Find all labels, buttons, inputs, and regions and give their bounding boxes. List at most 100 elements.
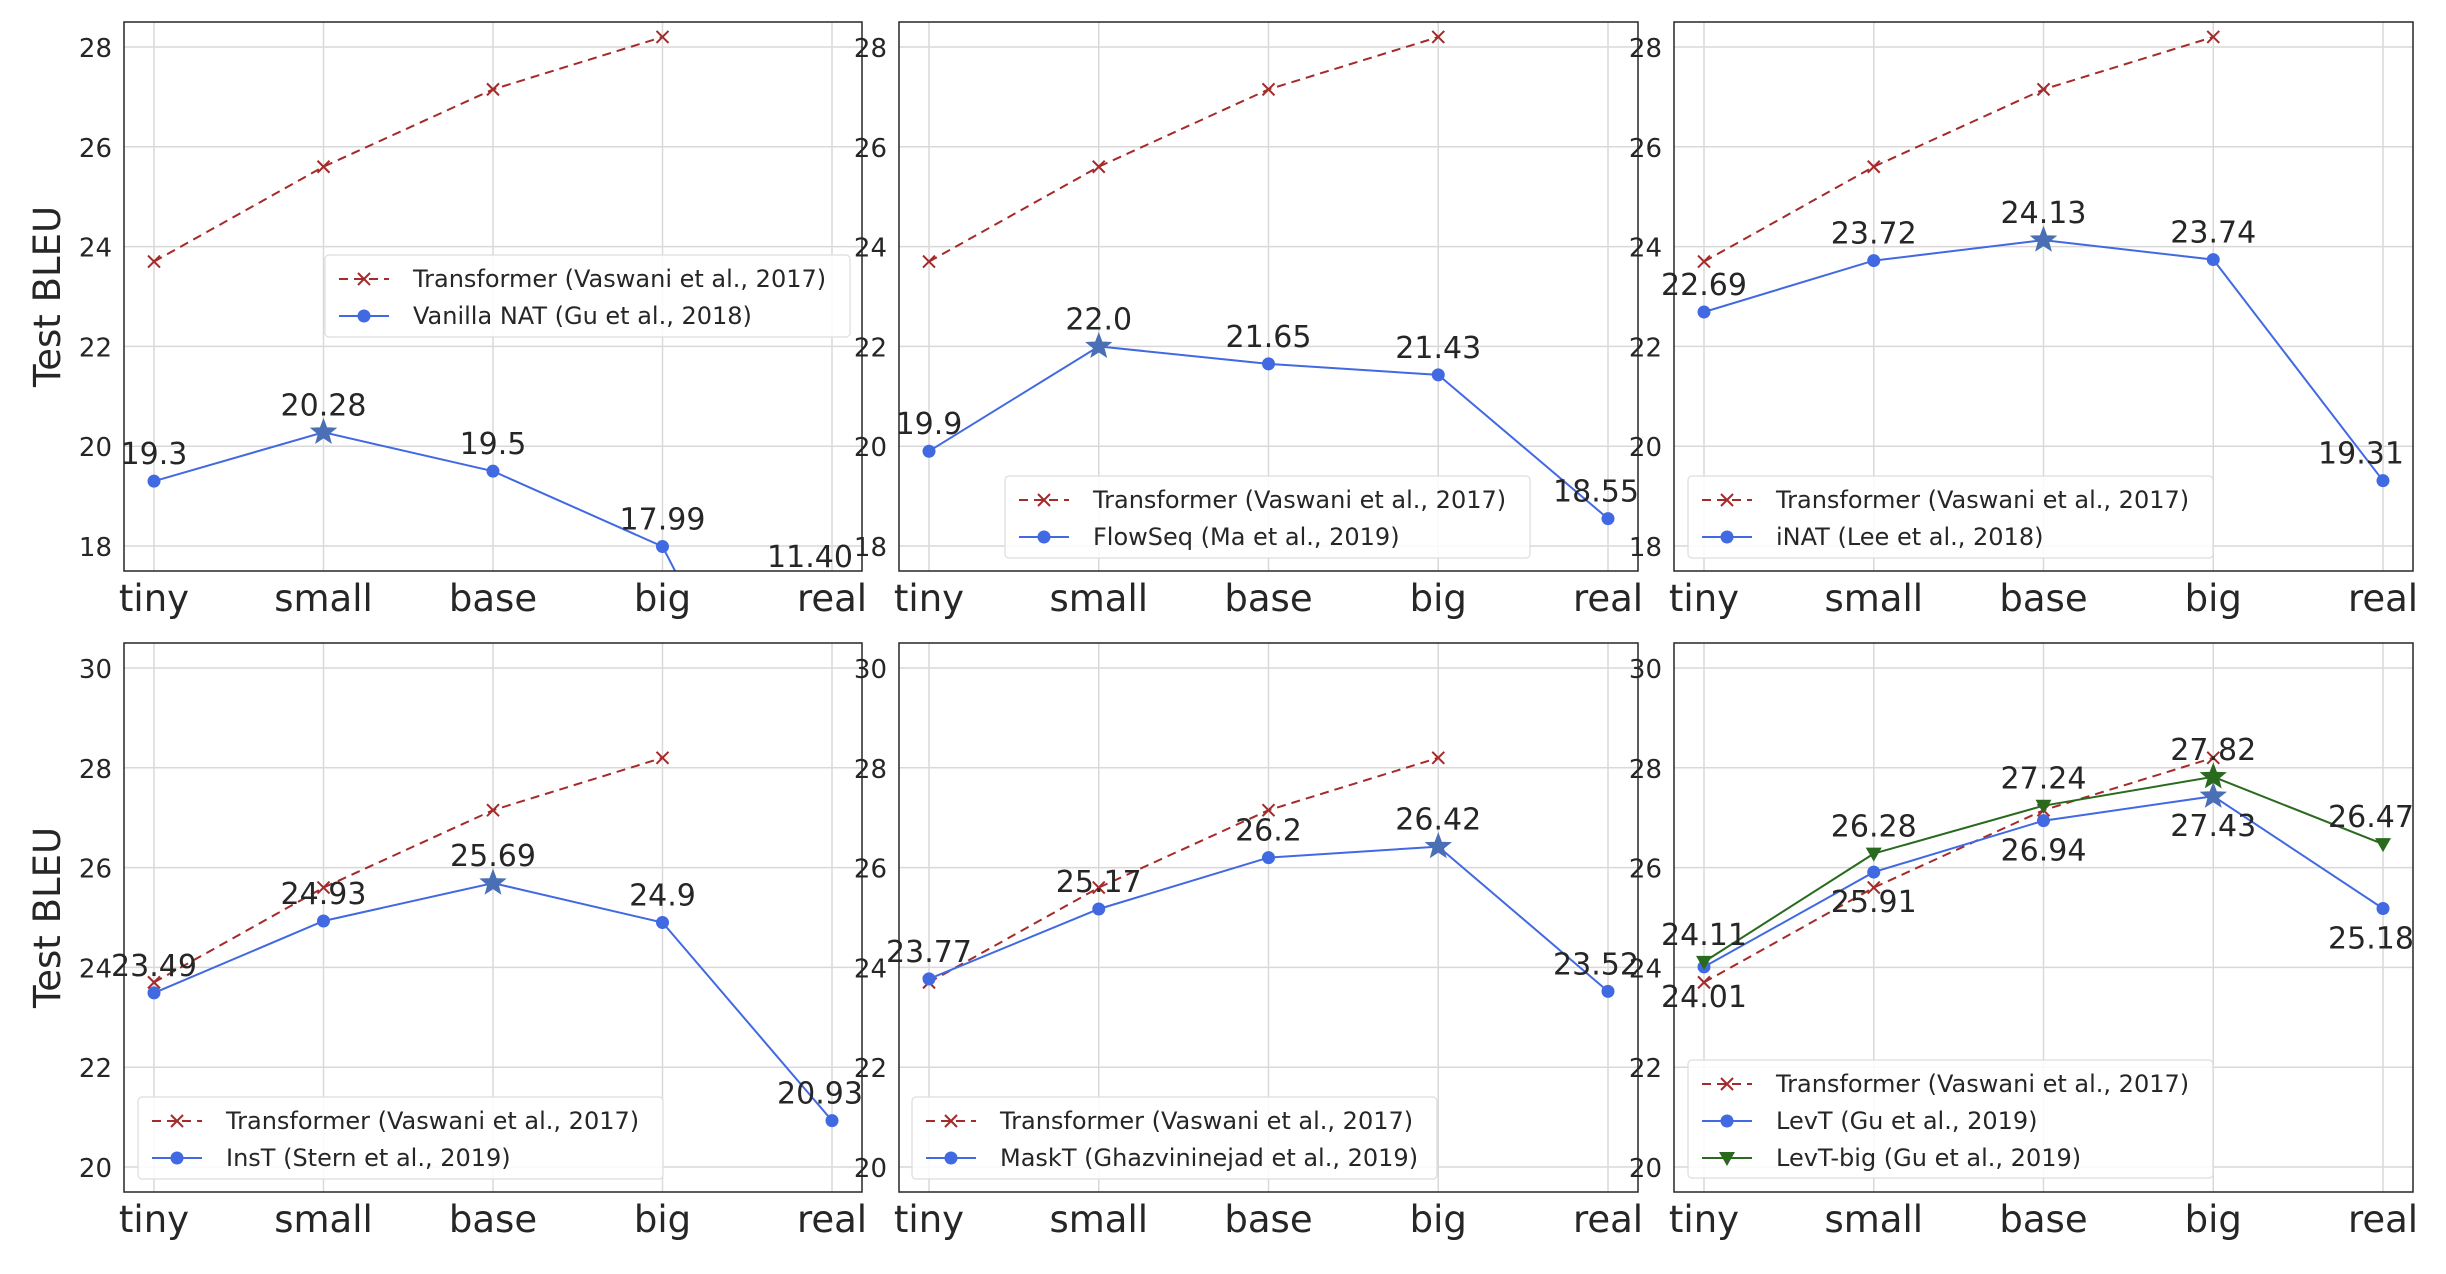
x-marker	[147, 254, 161, 269]
series-line	[928, 36, 1439, 263]
data-label: 19.9	[896, 407, 963, 442]
point-marker	[1697, 305, 1711, 319]
x-tick-label: tiny	[119, 577, 189, 620]
legend-label: MaskT (Ghazvininejad et al., 2019)	[1000, 1144, 1418, 1172]
axes-frame	[123, 642, 863, 1193]
y-tick-label: 22	[79, 1054, 112, 1084]
legend-marker	[1720, 1114, 1734, 1128]
point-marker	[1601, 984, 1615, 998]
point-marker	[825, 1114, 839, 1128]
x-marker	[2206, 751, 2220, 765]
data-label: 25.17	[1056, 865, 1142, 900]
star-marker	[479, 868, 507, 895]
data-label: 22.0	[1065, 302, 1132, 337]
chart-panel-2: 18 20 22 24 26 28 tiny small base big real 19.9 22.0…	[854, 21, 1643, 620]
star-marker	[2199, 781, 2227, 808]
x-marker	[316, 880, 331, 895]
y-tick-label: 20	[1629, 1154, 1662, 1184]
x-tick-label: tiny	[1669, 1198, 1739, 1241]
x-tick-label: real	[2348, 577, 2418, 620]
data-label: 26.28	[1831, 810, 1917, 845]
data-label: 19.3	[121, 437, 188, 472]
legend-label: Transformer (Vaswani et al., 2017)	[225, 1107, 639, 1135]
data-label: 20.93	[777, 1077, 863, 1112]
data-label: 24.93	[281, 877, 367, 912]
legend-marker	[944, 1151, 958, 1165]
point-marker	[922, 444, 936, 458]
x-tick-label: real	[797, 577, 867, 620]
x-marker	[486, 803, 500, 817]
x-marker	[1261, 82, 1276, 97]
legend-marker	[170, 1151, 184, 1165]
plot-area	[922, 30, 1615, 526]
legend: Transformer (Vaswani et al., 2017) Vanill…	[324, 254, 851, 338]
legend: Transformer (Vaswani et al., 2017) FlowSe…	[1004, 475, 1531, 559]
star-marker	[309, 417, 338, 444]
point-marker	[922, 972, 936, 986]
y-tick-label: 28	[79, 755, 112, 785]
chart-panel-4: 20 22 24 26 28 30 tiny small base big real Test BLE…	[26, 642, 867, 1241]
y-tick-label: 20	[1629, 433, 1662, 463]
point-marker	[2206, 253, 2220, 267]
series-line	[1703, 36, 2214, 263]
point-marker	[1601, 512, 1615, 526]
y-tick-label: 24	[854, 954, 887, 984]
chart-panel-6: 20 22 24 26 28 30 tiny small base big real 24.01 25.…	[1629, 642, 2418, 1241]
chart-panel-5: 20 22 24 26 28 30 tiny small base big real 23.77 25.…	[854, 642, 1643, 1241]
point-marker	[486, 464, 500, 478]
x-tick-label: big	[634, 1198, 691, 1241]
x-marker	[1867, 160, 1881, 174]
axes-frame	[1673, 642, 2414, 1193]
series-line	[1703, 756, 2214, 984]
x-tick-label: base	[1999, 577, 2087, 620]
data-label: 25.91	[1831, 885, 1917, 920]
point-marker	[656, 540, 669, 554]
legend-label: Transformer (Vaswani et al., 2017)	[412, 265, 826, 293]
x-tick-label: tiny	[119, 1198, 189, 1241]
point-marker	[147, 474, 161, 488]
point-marker	[317, 914, 330, 928]
legend-label: Transformer (Vaswani et al., 2017)	[1092, 486, 1506, 514]
y-tick-label: 28	[854, 755, 887, 785]
x-marker	[170, 1114, 184, 1128]
data-label: 26.94	[2001, 834, 2087, 869]
x-tick-label: small	[274, 1198, 373, 1241]
triangle-marker	[2035, 799, 2052, 814]
legend: Transformer (Vaswani et al., 2017) InsT (…	[137, 1096, 664, 1180]
x-marker	[147, 975, 161, 990]
y-tick-label: 20	[854, 1154, 887, 1184]
plot-area	[1696, 751, 2391, 990]
data-label: 19.31	[2318, 437, 2404, 472]
y-tick-label: 24	[854, 234, 887, 264]
data-label: 24.9	[629, 878, 696, 913]
data-label: 27.24	[2001, 762, 2087, 797]
x-tick-label: base	[449, 1198, 537, 1241]
y-tick-label: 20	[854, 433, 887, 463]
star-marker	[1085, 331, 1113, 359]
y-tick-label: 22	[854, 333, 887, 363]
data-label: 20.28	[281, 388, 367, 423]
x-marker	[1720, 1077, 1734, 1091]
x-tick-label: real	[1573, 1198, 1643, 1241]
legend-box	[1687, 475, 2214, 559]
legend-label: LevT-big (Gu et al., 2019)	[1776, 1144, 2081, 1172]
plot-area	[1697, 30, 2390, 488]
y-tick-label: 26	[79, 855, 112, 885]
triangle-marker	[2375, 838, 2391, 853]
y-tick-label: 28	[79, 34, 112, 64]
data-label: 24.01	[1661, 980, 1747, 1015]
legend-label: InsT (Stern et al., 2019)	[226, 1144, 511, 1172]
y-tick-label: 28	[1629, 755, 1662, 785]
plot-area	[922, 751, 1615, 998]
point-marker	[2376, 474, 2390, 488]
legend-label: Transformer (Vaswani et al., 2017)	[1775, 1070, 2189, 1098]
data-label: 11.40	[767, 540, 853, 575]
x-tick-label: base	[1999, 1198, 2087, 1241]
legend: Transformer (Vaswani et al., 2017) iNAT (…	[1687, 475, 2214, 559]
x-marker	[1697, 254, 1711, 269]
y-tick-label: 22	[79, 333, 112, 363]
y-tick-label: 26	[854, 134, 887, 164]
y-tick-label: 26	[854, 855, 887, 885]
x-tick-label: real	[1573, 577, 1643, 620]
